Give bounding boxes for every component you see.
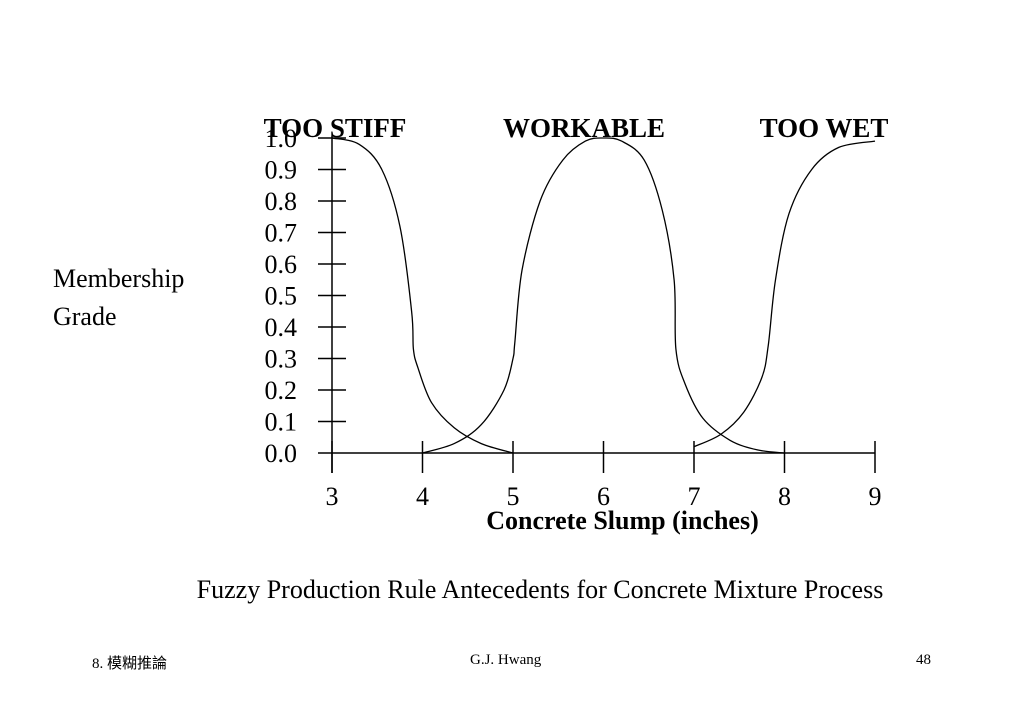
y-axis-title: Membership Grade	[53, 260, 184, 336]
y-tick-label: 0.2	[265, 376, 298, 405]
y-tick-label: 0.6	[265, 250, 298, 279]
y-tick-label: 0.1	[265, 408, 298, 437]
y-tick-label: 0.5	[265, 282, 298, 311]
footer-chapter: 8. 模糊推論	[92, 656, 168, 672]
footer-page-number: 48	[916, 652, 931, 668]
x-tick-label: 7	[688, 482, 701, 511]
y-tick-label: 1.0	[265, 124, 298, 153]
series-curves	[331, 137, 876, 454]
y-axis-title-line-1: Membership	[53, 264, 185, 293]
x-axis-title: Concrete Slump (inches)	[486, 506, 759, 535]
y-tick-label: 0.4	[265, 313, 298, 342]
x-tick-label: 8	[778, 482, 791, 511]
y-tick-label: 0.0	[265, 439, 298, 468]
axes	[318, 136, 875, 473]
x-tick-label: 3	[326, 482, 339, 511]
y-tick-label: 0.9	[265, 156, 298, 185]
y-axis-title-line-2: Grade	[53, 302, 117, 331]
series-curve-workable	[422, 137, 785, 454]
y-tick-label: 0.3	[265, 345, 298, 374]
y-tick-label: 0.8	[265, 187, 298, 216]
x-tick-label: 6	[597, 482, 610, 511]
series-curve-too-wet	[693, 140, 876, 448]
y-tick-label: 0.7	[265, 219, 298, 248]
ticks: 0.00.1 0.20.3 0.40.5 0.60.7 0.80.9 1.0 3 4 5 6 7 8 9	[265, 124, 882, 511]
footer-author: G.J. Hwang	[470, 652, 542, 668]
series-label-too-stiff: TOO STIFF	[264, 113, 407, 143]
x-tick-label: 5	[507, 482, 520, 511]
series-labels: TOO STIFF WORKABLE TOO WET	[264, 113, 889, 143]
series-label-too-wet: TOO WET	[760, 113, 889, 143]
x-tick-label: 4	[416, 482, 429, 511]
x-tick-label: 9	[869, 482, 882, 511]
figure-caption: Fuzzy Production Rule Antecedents for Co…	[196, 575, 884, 604]
series-label-workable: WORKABLE	[503, 113, 665, 143]
series-curve-too-stiff	[331, 137, 514, 454]
